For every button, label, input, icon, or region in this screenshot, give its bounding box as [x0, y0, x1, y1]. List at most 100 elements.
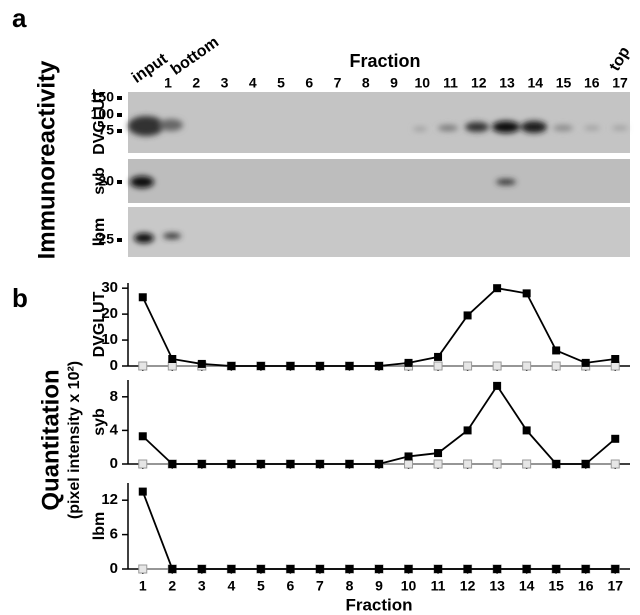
data-point	[138, 432, 147, 441]
data-point	[611, 434, 620, 443]
data-point	[522, 361, 532, 371]
mw-marker: 75	[98, 122, 114, 138]
x-tick-label: 3	[198, 578, 206, 594]
lane-number: 12	[471, 75, 487, 91]
data-point	[375, 460, 383, 468]
y-tick-label: 0	[110, 560, 118, 577]
blot	[128, 92, 630, 153]
data-point	[404, 358, 413, 367]
data-point	[168, 460, 177, 468]
x-tick-label: 14	[519, 578, 535, 594]
panel-label: a	[12, 3, 27, 33]
lane-number: 8	[362, 75, 370, 91]
data-point	[345, 362, 354, 370]
data-point	[463, 311, 472, 320]
x-tick-label: 9	[375, 578, 383, 594]
data-point	[227, 565, 236, 573]
data-point	[375, 362, 383, 370]
data-point	[611, 354, 620, 363]
lane-number: 14	[527, 75, 543, 91]
x-tick-label: 12	[460, 578, 476, 594]
data-point	[492, 361, 502, 371]
blot	[128, 207, 630, 257]
data-point	[197, 565, 206, 573]
blot-name: lbm	[91, 218, 108, 246]
x-tick-label: 10	[401, 578, 417, 594]
data-point	[581, 358, 590, 367]
mw-marker: 150	[91, 89, 115, 105]
data-point	[493, 381, 502, 390]
data-point	[345, 460, 354, 468]
lane-number: 5	[277, 75, 285, 91]
blot	[128, 159, 630, 203]
data-point	[404, 459, 414, 469]
data-point	[315, 565, 324, 573]
y-axis-label: DVGLUT	[91, 291, 108, 357]
data-point	[522, 426, 531, 435]
data-point	[434, 449, 443, 458]
lane-number: 4	[249, 75, 257, 91]
data-point	[138, 487, 147, 496]
data-point	[168, 565, 177, 573]
data-point	[611, 565, 620, 573]
panel-b-ylabel-sub: (pixel intensity x 10²)	[66, 361, 83, 519]
mw-tick	[117, 96, 122, 100]
x-tick-label: 13	[489, 578, 505, 594]
y-tick-label: 8	[110, 388, 118, 405]
data-point	[463, 361, 473, 371]
mw-tick	[117, 129, 122, 133]
data-point	[404, 452, 413, 461]
y-tick-label: 0	[110, 455, 118, 472]
y-tick-label: 10	[101, 331, 118, 348]
data-point	[551, 361, 561, 371]
data-point	[286, 460, 295, 468]
data-point	[463, 565, 472, 573]
data-point	[493, 565, 502, 573]
mw-tick	[117, 180, 122, 184]
lane-number: 10	[414, 75, 430, 91]
lane-number: 6	[305, 75, 313, 91]
series-line	[142, 384, 616, 465]
lane-label: bottom	[168, 34, 222, 79]
data-point	[256, 362, 265, 370]
data-point	[493, 284, 502, 293]
data-point	[463, 426, 472, 435]
panel-b-ylabel: Quantitation	[37, 369, 64, 510]
data-point	[256, 565, 265, 573]
data-point	[167, 361, 177, 371]
x-tick-label: 1	[139, 578, 147, 594]
data-point	[463, 459, 473, 469]
lane-number: 16	[584, 75, 600, 91]
data-point	[434, 565, 443, 573]
data-point	[552, 460, 561, 468]
data-point	[227, 362, 236, 370]
y-tick-label: 6	[110, 526, 118, 543]
mw-tick	[117, 113, 122, 117]
data-point	[610, 459, 620, 469]
lane-number: 2	[192, 75, 200, 91]
data-point	[315, 460, 324, 468]
y-axis-label: lbm	[91, 512, 108, 540]
data-point	[404, 565, 413, 573]
x-tick-label: 11	[431, 578, 446, 594]
lane-number: 7	[334, 75, 342, 91]
y-tick-label: 30	[101, 279, 118, 296]
x-tick-label: 15	[548, 578, 564, 594]
lane-number: 9	[390, 75, 398, 91]
data-point	[522, 459, 532, 469]
data-point	[433, 459, 443, 469]
data-point	[581, 460, 590, 468]
data-point	[522, 289, 531, 298]
data-point	[375, 565, 383, 573]
x-tick-label: 2	[168, 578, 176, 594]
data-point	[138, 564, 148, 574]
mw-marker: 25	[98, 231, 114, 247]
data-point	[168, 354, 177, 363]
blot-name: syb	[91, 167, 108, 195]
data-point	[433, 361, 443, 371]
y-axis-label: syb	[91, 408, 108, 436]
data-point	[286, 565, 295, 573]
lane-number: 17	[612, 75, 628, 91]
series-line	[141, 287, 616, 367]
